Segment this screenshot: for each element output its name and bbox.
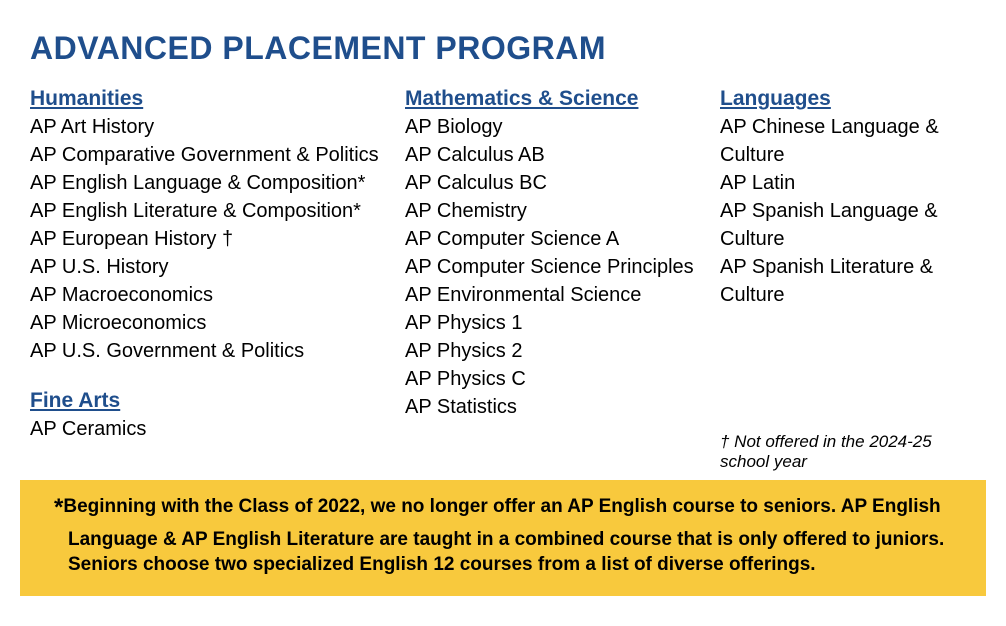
course-item: AP Computer Science A	[405, 225, 700, 253]
callout-body: Beginning with the Class of 2022, we no …	[63, 496, 944, 575]
callout-text: *Beginning with the Class of 2022, we no…	[50, 494, 956, 578]
page-title: ADVANCED PLACEMENT PROGRAM	[30, 30, 976, 67]
course-columns: Humanities AP Art History AP Comparative…	[30, 87, 976, 467]
course-item: AP Microeconomics	[30, 309, 385, 337]
course-item: AP Environmental Science	[405, 281, 700, 309]
course-item: AP Statistics	[405, 393, 700, 421]
column-humanities-finearts: Humanities AP Art History AP Comparative…	[30, 87, 385, 467]
course-item: AP English Literature & Composition*	[30, 197, 385, 225]
section-heading-mathsci: Mathematics & Science	[405, 87, 700, 111]
asterisk-icon: *	[54, 494, 63, 521]
course-item: AP Latin	[720, 169, 976, 197]
course-item: AP Ceramics	[30, 415, 385, 443]
course-item: AP Calculus BC	[405, 169, 700, 197]
dagger-footnote: † Not offered in the 2024-25 school year	[720, 432, 976, 472]
course-item: AP Chinese Language & Culture	[720, 113, 976, 169]
course-item: AP Macroeconomics	[30, 281, 385, 309]
course-list-finearts: AP Ceramics	[30, 415, 385, 443]
course-item: AP Biology	[405, 113, 700, 141]
course-item: AP Spanish Literature & Culture	[720, 253, 976, 309]
column-math-science: Mathematics & Science AP Biology AP Calc…	[405, 87, 700, 467]
course-item: AP Physics 2	[405, 337, 700, 365]
course-item: AP U.S. History	[30, 253, 385, 281]
section-heading-finearts: Fine Arts	[30, 389, 385, 413]
callout-box: *Beginning with the Class of 2022, we no…	[20, 480, 986, 596]
course-item: AP English Language & Composition*	[30, 169, 385, 197]
course-item: AP Computer Science Principles	[405, 253, 700, 281]
course-item: AP Spanish Language & Culture	[720, 197, 976, 253]
course-list-humanities: AP Art History AP Comparative Government…	[30, 113, 385, 365]
section-heading-languages: Languages	[720, 87, 976, 111]
course-list-mathsci: AP Biology AP Calculus AB AP Calculus BC…	[405, 113, 700, 421]
course-item: AP Comparative Government & Politics	[30, 141, 385, 169]
course-item: AP Calculus AB	[405, 141, 700, 169]
course-item: AP Physics C	[405, 365, 700, 393]
course-item: AP Chemistry	[405, 197, 700, 225]
course-item: AP Physics 1	[405, 309, 700, 337]
section-heading-humanities: Humanities	[30, 87, 385, 111]
course-item: AP U.S. Government & Politics	[30, 337, 385, 365]
course-list-languages: AP Chinese Language & Culture AP Latin A…	[720, 113, 976, 309]
course-item: AP European History †	[30, 225, 385, 253]
course-item: AP Art History	[30, 113, 385, 141]
column-languages: Languages AP Chinese Language & Culture …	[720, 87, 976, 467]
